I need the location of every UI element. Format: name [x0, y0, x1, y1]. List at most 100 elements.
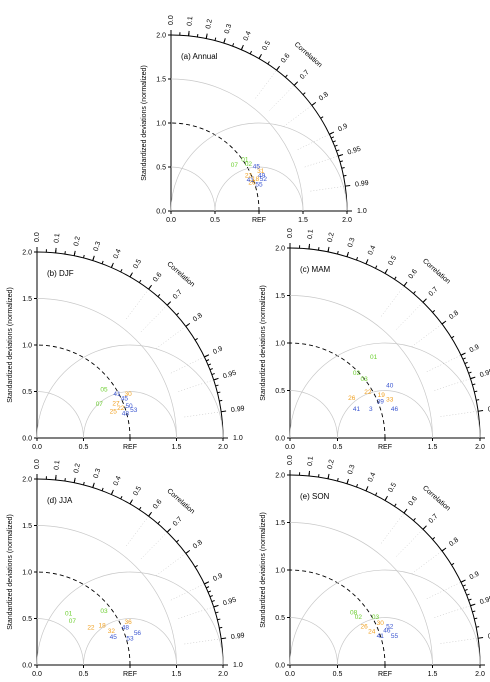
corr-tick-label: 0.2	[73, 236, 82, 247]
data-point-label: 49	[258, 173, 266, 180]
corr-guide	[434, 378, 471, 391]
data-point-label: 41	[113, 391, 121, 398]
corr-guide	[426, 581, 462, 599]
corr-tick-label: 0.6	[407, 268, 419, 280]
corr-minor-tick	[474, 617, 478, 620]
corr-tick	[478, 636, 484, 639]
y-tick-label: 0.0	[22, 663, 32, 670]
correlation-label: Correlation	[421, 485, 451, 513]
correlation-arc	[36, 478, 224, 666]
data-point-label: 07	[96, 401, 104, 408]
y-tick-label: 0.5	[275, 388, 285, 395]
corr-tick	[221, 410, 227, 413]
corr-minor-tick	[394, 276, 397, 280]
corr-tick	[384, 268, 388, 274]
data-point-label: 25	[110, 409, 118, 416]
corr-minor-tick	[394, 503, 397, 507]
correlation-label: Correlation	[165, 261, 195, 289]
corr-tick	[258, 53, 262, 59]
data-point-label: 52	[260, 176, 268, 183]
rms-circle	[337, 390, 433, 439]
corr-tick-label: 0.4	[367, 244, 377, 256]
y-tick-label: 0.5	[22, 616, 32, 623]
corr-tick	[460, 579, 466, 583]
data-point-label: 40	[386, 382, 394, 389]
corr-tick-label: 0.4	[243, 30, 253, 42]
data-point-label: 41	[247, 177, 255, 184]
rms-circle	[170, 122, 348, 212]
correlation-arc	[170, 34, 348, 212]
corr-guide	[411, 323, 443, 347]
corr-minor-tick	[468, 371, 472, 374]
corr-tick	[470, 603, 476, 607]
corr-guide	[140, 531, 168, 559]
corr-tick-label: 0.2	[73, 463, 82, 474]
correlation-arc	[36, 251, 224, 439]
data-point-label: 3	[369, 406, 373, 413]
corr-tick	[204, 354, 210, 358]
corr-tick	[403, 281, 408, 287]
corr-tick	[338, 154, 344, 157]
corr-guide	[283, 105, 312, 127]
corr-tick	[185, 322, 191, 327]
corr-tick	[327, 473, 330, 479]
y-tick-label: 2.0	[275, 473, 285, 480]
corr-minor-tick	[101, 260, 104, 264]
corr-tick	[55, 474, 57, 480]
corr-tick	[205, 33, 208, 39]
corr-guide	[396, 302, 424, 330]
std-circle	[36, 298, 177, 439]
data-point-label: 56	[134, 630, 142, 637]
corr-tick-label: 0.6	[152, 498, 164, 510]
x-tick-label: 0.5	[79, 671, 89, 678]
std-circle	[36, 391, 84, 439]
corr-minor-tick	[211, 600, 215, 603]
corr-minor-tick	[138, 506, 142, 510]
data-point-label: 22	[245, 173, 253, 180]
y-axis-label: Standardized deviations (normalized)	[7, 514, 14, 630]
y-tick-label: 1.0	[22, 570, 32, 577]
y-tick-label: 0.0	[275, 436, 285, 443]
data-point-label: 02	[245, 161, 253, 168]
corr-minor-tick	[83, 254, 85, 259]
rms-circle	[289, 569, 481, 666]
corr-tick-label: 0.3	[93, 241, 103, 252]
y-tick-label: 1.0	[275, 568, 285, 575]
correlation-label: Correlation	[421, 258, 451, 286]
data-point-label: 27	[112, 400, 120, 407]
corr-tick	[422, 525, 427, 530]
corr-tick	[110, 489, 114, 495]
data-point-label: 53	[130, 407, 138, 414]
data-point-label: 32	[108, 628, 116, 635]
corr-tick	[384, 495, 388, 501]
data-point-label: 39	[377, 399, 385, 406]
corr-guide	[178, 379, 214, 392]
corr-tick	[110, 262, 114, 268]
corr-tick-label: 0.4	[113, 248, 123, 260]
corr-minor-tick	[413, 518, 416, 521]
corr-guide	[155, 553, 186, 576]
ref-label: REF	[378, 444, 392, 451]
rms-circle	[214, 166, 304, 212]
corr-guide	[126, 516, 149, 547]
corr-guide	[269, 85, 295, 111]
x-tick-label: 0.0	[32, 671, 42, 678]
data-point-label: 05	[100, 386, 108, 393]
corr-minor-tick	[209, 595, 213, 598]
reference-std-arc	[36, 571, 131, 666]
corr-tick-label: 0.95	[222, 597, 237, 608]
corr-guide	[434, 605, 471, 618]
corr-tick-label: 1.0	[233, 662, 243, 669]
corr-guide	[381, 512, 405, 544]
reference-std-arc	[289, 342, 386, 439]
corr-tick-label: 0.4	[367, 471, 377, 483]
corr-tick	[92, 482, 95, 488]
ref-label: REF	[252, 217, 266, 224]
corr-tick-label: 0.8	[448, 537, 460, 549]
corr-tick-label: 0.7	[428, 286, 440, 298]
corr-minor-tick	[320, 116, 324, 119]
data-point-label: 45	[121, 396, 129, 403]
